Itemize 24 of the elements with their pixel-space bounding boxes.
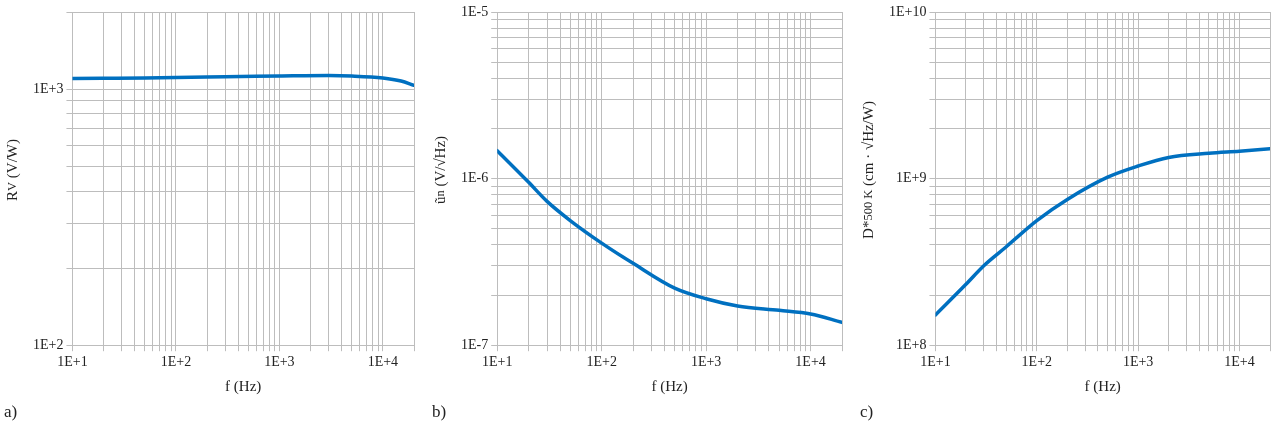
x-axis-title: f (Hz): [651, 377, 688, 395]
y-tick-label: 1E+9: [895, 170, 927, 186]
x-tick-label: 1E+4: [1224, 354, 1255, 370]
x-tick-label: 1E+4: [367, 354, 399, 370]
y-tick-label: 1E-5: [461, 3, 489, 19]
text: b): [432, 402, 447, 422]
y-tick-label: 1E+10: [888, 3, 927, 19]
text: a): [4, 402, 18, 422]
x-axis-title: f (Hz): [1084, 377, 1121, 395]
x-tick-label: 1E+2: [1021, 354, 1053, 370]
x-tick-label: 1E+3: [690, 354, 722, 370]
y-tick-label: 1E-6: [461, 170, 489, 186]
x-tick-label: 1E+1: [481, 354, 513, 370]
y-tick-label: 1E-7: [461, 336, 489, 352]
x-tick-label: 1E+1: [57, 354, 88, 370]
text: c): [860, 402, 874, 422]
x-tick-label: 1E+4: [795, 354, 826, 370]
x-tick-label: 1E+3: [264, 354, 295, 370]
x-tick-label: 1E+3: [1122, 354, 1154, 370]
x-axis-title: f (Hz): [225, 377, 262, 395]
x-tick-label: 1E+2: [586, 354, 617, 370]
x-tick-label: 1E+2: [160, 354, 192, 370]
y-tick-label: 1E+8: [895, 336, 927, 352]
x-tick-label: 1E+1: [920, 354, 951, 370]
